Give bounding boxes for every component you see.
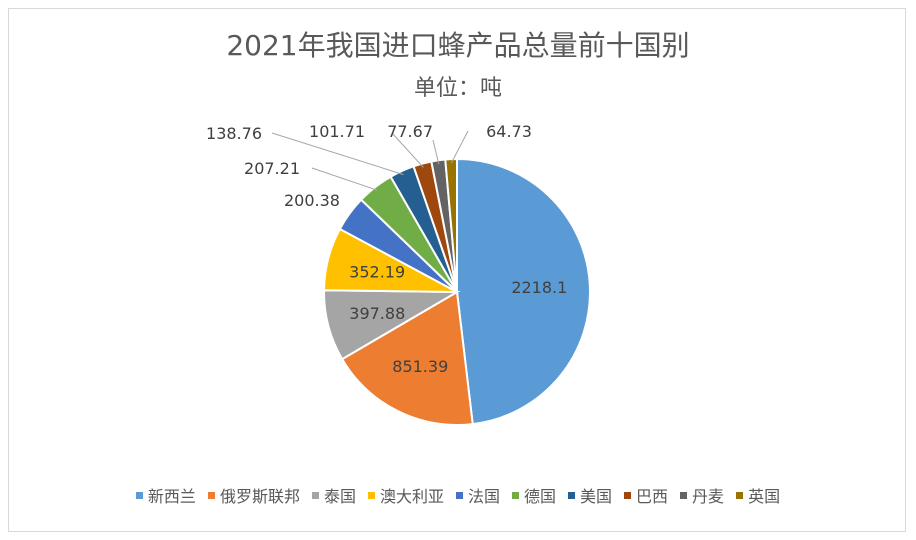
legend-label: 丹麦 (692, 487, 725, 506)
slice-value-label-7: 138.76 (206, 124, 262, 143)
legend-item-6: 德国 (512, 483, 556, 507)
slice-value-label-10: 64.73 (486, 122, 532, 141)
slice-value-label-2: 851.39 (392, 357, 448, 376)
legend-label: 巴西 (636, 487, 669, 506)
pie-slice-2 (340, 290, 474, 426)
slice-value-label-5: 200.38 (284, 191, 340, 210)
legend-swatch (207, 491, 215, 499)
leader-line-10 (450, 130, 469, 164)
legend-swatch (455, 491, 463, 499)
legend-swatch (311, 491, 319, 499)
legend-swatch (135, 491, 143, 499)
legend-label: 澳大利亚 (379, 487, 444, 506)
legend-swatch (736, 491, 744, 499)
leader-line-9 (432, 139, 440, 165)
legend-item-4: 澳大利亚 (367, 483, 444, 507)
legend-item-9: 丹麦 (680, 483, 724, 507)
legend-item-1: 新西兰 (135, 483, 196, 507)
legend-item-7: 美国 (568, 483, 612, 507)
chart-title: 2021年我国进口蜂产品总量前十国别 (226, 29, 690, 62)
leader-line-6 (311, 167, 378, 191)
slice-value-label-4: 352.19 (349, 262, 405, 281)
pie-slice-10 (444, 157, 458, 293)
slice-value-label-3: 397.88 (349, 304, 405, 323)
chart-subtitle: 单位：吨 (413, 76, 502, 101)
slice-value-label-9: 77.67 (387, 122, 433, 141)
leader-line-8 (391, 132, 424, 168)
slice-value-label-8: 101.71 (309, 122, 365, 141)
legend-swatch (680, 491, 688, 499)
legend-item-8: 巴西 (624, 483, 668, 507)
slice-value-label-6: 207.21 (244, 159, 300, 178)
legend-item-2: 俄罗斯联邦 (207, 483, 300, 507)
leader-line-7 (271, 132, 404, 176)
pie-slice-1 (456, 157, 591, 426)
legend-label: 新西兰 (147, 487, 196, 506)
legend-label: 法国 (467, 487, 500, 506)
legend-swatch (624, 491, 632, 499)
legend-swatch (568, 491, 576, 499)
legend-item-5: 法国 (455, 483, 500, 507)
legend-label: 美国 (580, 487, 613, 506)
legend-label: 英国 (748, 487, 781, 506)
slice-value-label-1: 2218.1 (511, 278, 567, 297)
legend-label: 泰国 (323, 487, 356, 506)
legend-item-10: 英国 (736, 483, 780, 507)
chart-legend: 新西兰 俄罗斯联邦 泰国 澳大利亚 法国 德国 美国 巴西 丹麦 英国 (0, 483, 916, 507)
legend-item-3: 泰国 (311, 483, 356, 507)
legend-label: 德国 (524, 487, 557, 506)
legend-swatch (512, 491, 519, 499)
legend-label: 俄罗斯联邦 (219, 487, 300, 506)
legend-swatch (367, 491, 375, 499)
